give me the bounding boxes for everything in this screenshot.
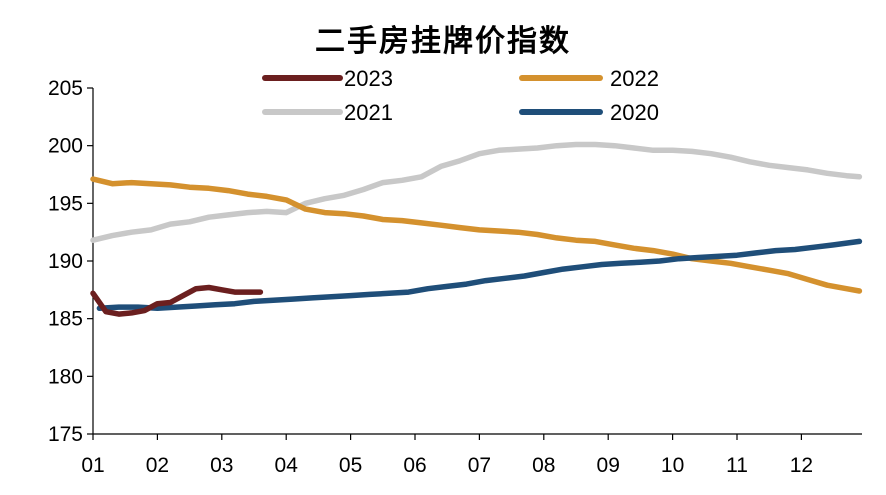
y-tick-label: 200: [48, 135, 83, 158]
y-tick-label: 180: [48, 365, 83, 388]
x-tick-label: 01: [81, 454, 104, 477]
series-lines: [90, 141, 863, 317]
legend-label-2020: 2020: [610, 100, 659, 125]
x-tick-label: 09: [597, 454, 620, 477]
x-tick-label: 10: [661, 454, 684, 477]
x-tick-label: 02: [146, 454, 169, 477]
axes: 175 180 185 190 195 200 205 01 02 03 04 05 06 07 08 09 1…: [48, 77, 862, 477]
x-tick-label: 03: [210, 454, 233, 477]
x-tick-label: 04: [275, 454, 299, 477]
y-tick-label: 185: [48, 308, 83, 331]
legend-label-2021: 2021: [344, 100, 393, 125]
series-line-2021: [90, 141, 863, 243]
series-line-2023: [90, 284, 264, 317]
series-line-2020: [96, 238, 863, 312]
y-tick-label: 175: [48, 423, 83, 446]
series-line-2022: [90, 176, 863, 294]
y-tick-label: 190: [48, 250, 83, 273]
x-tick-label: 06: [403, 454, 426, 477]
x-tick-label: 08: [532, 454, 555, 477]
x-tick-label: 05: [339, 454, 362, 477]
legend: 2023 2022 2021 2020: [262, 66, 659, 125]
legend-label-2023: 2023: [344, 66, 393, 91]
chart-title: 二手房挂牌价指数: [315, 24, 571, 59]
x-tick-label: 07: [468, 454, 491, 477]
y-tick-label: 195: [48, 192, 83, 215]
legend-label-2022: 2022: [610, 66, 659, 91]
x-tick-label: 11: [726, 454, 748, 477]
y-tick-label: 205: [48, 77, 83, 100]
x-tick-label: 12: [790, 454, 813, 477]
